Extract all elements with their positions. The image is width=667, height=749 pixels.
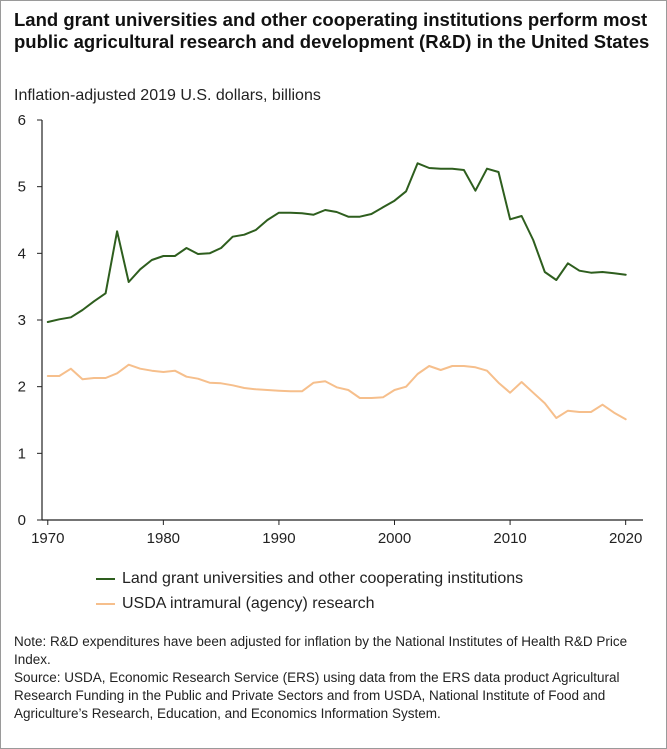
line-chart: 1970 1980 1990 2000 2010 2020 0 1 2 3 4 5 6	[18, 112, 643, 547]
chart-note: Note: R&D expenditures have been adjuste…	[14, 634, 628, 667]
notes-block: Note: R&D expenditures have been adjuste…	[14, 633, 659, 723]
legend-item-usda-intramural: USDA intramural (agency) research	[96, 591, 523, 616]
x-axis-ticks: 1970 1980 1990 2000 2010 2020	[31, 520, 642, 547]
legend-swatch-land-grant	[96, 577, 115, 580]
chart-subtitle: Inflation-adjusted 2019 U.S. dollars, bi…	[14, 87, 321, 104]
y-tick-label: 0	[18, 512, 26, 529]
y-tick-label: 3	[18, 312, 26, 329]
x-tick-label: 1990	[262, 530, 295, 547]
series-line-land-grant	[46, 162, 627, 323]
chart-axes	[41, 120, 643, 521]
x-tick-label: 2010	[493, 530, 526, 547]
y-axis-ticks: 0 1 2 3 4 5 6	[18, 112, 42, 529]
chart-source: Source: USDA, Economic Research Service …	[14, 670, 620, 721]
x-tick-label: 2020	[609, 530, 642, 547]
x-tick-label: 1970	[31, 530, 64, 547]
chart-title: Land grant universities and other cooper…	[14, 9, 650, 52]
y-tick-label: 5	[18, 179, 26, 196]
legend: Land grant universities and other cooper…	[96, 566, 523, 616]
legend-item-land-grant: Land grant universities and other cooper…	[96, 566, 523, 591]
legend-swatch-usda-intramural	[96, 602, 115, 605]
y-tick-label: 6	[18, 112, 26, 129]
legend-label-usda-intramural: USDA intramural (agency) research	[122, 594, 375, 612]
y-tick-label: 1	[18, 445, 26, 462]
x-tick-label: 1980	[147, 530, 180, 547]
x-tick-label: 2000	[378, 530, 411, 547]
y-tick-label: 2	[18, 379, 26, 396]
series-lines	[46, 162, 627, 421]
series-line-usda-intramural	[46, 363, 627, 421]
legend-label-land-grant: Land grant universities and other cooper…	[122, 569, 524, 587]
y-tick-label: 4	[18, 245, 26, 262]
